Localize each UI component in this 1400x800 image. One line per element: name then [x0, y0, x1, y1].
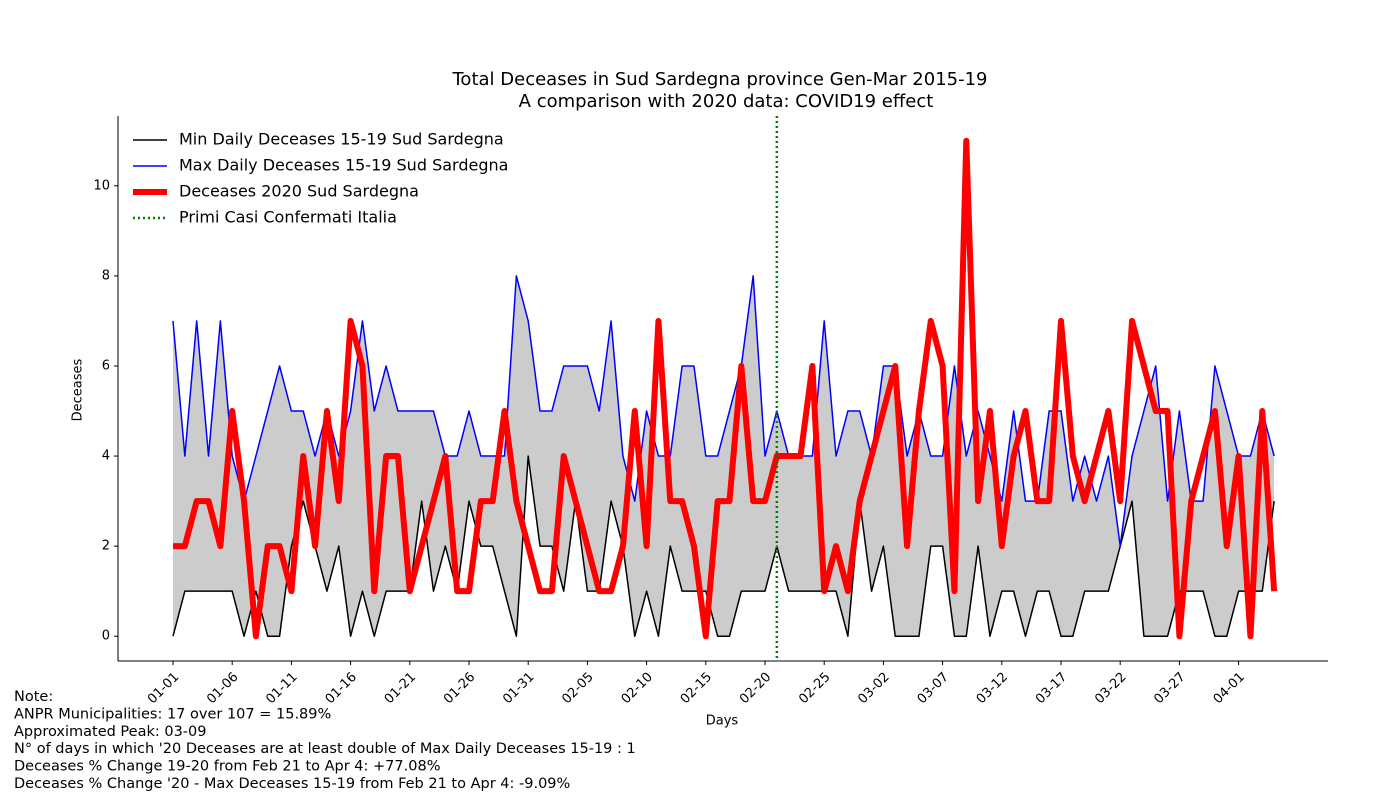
y-tick-label: 8 — [102, 268, 110, 283]
note-line: Note: — [14, 689, 53, 705]
x-tick-label: 04-01 — [1211, 670, 1248, 707]
note-line: Deceases % Change '20 - Max Deceases 15-… — [14, 776, 570, 792]
legend-label: Min Daily Deceases 15-19 Sud Sardegna — [179, 130, 504, 149]
x-tick-label: 01-06 — [204, 670, 241, 707]
x-tick-label: 02-25 — [796, 670, 833, 707]
series-line — [172, 455, 1275, 637]
x-tick-label: 01-16 — [323, 670, 360, 707]
y-tick-label: 4 — [102, 449, 110, 464]
x-tick-label: 01-21 — [382, 670, 419, 707]
x-tick-label: 01-26 — [441, 670, 478, 707]
x-tick-label: 01-01 — [145, 670, 182, 707]
chart-subtitle: A comparison with 2020 data: COVID19 eff… — [519, 91, 934, 112]
series-line — [173, 137, 1278, 640]
x-tick-label: 03-07 — [915, 670, 952, 707]
x-tick-label: 03-02 — [855, 670, 892, 707]
x-tick-label: 02-10 — [619, 670, 656, 707]
note-line: N° of days in which '20 Deceases are at … — [14, 741, 636, 757]
x-tick-label: 03-17 — [1033, 670, 1070, 707]
x-tick-label: 02-20 — [737, 670, 774, 707]
x-tick-label: 01-11 — [263, 670, 300, 707]
y-tick-label: 0 — [102, 629, 110, 644]
x-axis-label: Days — [706, 714, 739, 729]
chart-title: Total Deceases in Sud Sardegna province … — [452, 69, 988, 90]
y-tick-label: 2 — [102, 539, 110, 554]
x-tick-label: 02-15 — [678, 670, 715, 707]
note-line: ANPR Municipalities: 17 over 107 = 15.89… — [14, 706, 331, 722]
y-tick-label: 6 — [102, 358, 110, 373]
x-tick-label: 01-31 — [500, 670, 537, 707]
legend-label: Deceases 2020 Sud Sardegna — [179, 182, 419, 201]
x-tick-label: 03-27 — [1151, 670, 1188, 707]
legend-label: Max Daily Deceases 15-19 Sud Sardegna — [179, 156, 508, 175]
note-line: Approximated Peak: 03-09 — [14, 724, 207, 740]
x-tick-label: 03-12 — [974, 670, 1011, 707]
legend-label: Primi Casi Confermati Italia — [179, 208, 397, 227]
x-tick-label: 02-05 — [559, 670, 596, 707]
y-axis-label: Deceases — [71, 358, 86, 421]
y-tick-label: 10 — [93, 178, 110, 193]
x-tick-label: 03-22 — [1092, 670, 1129, 707]
note-line: Deceases % Change 19-20 from Feb 21 to A… — [14, 759, 440, 775]
